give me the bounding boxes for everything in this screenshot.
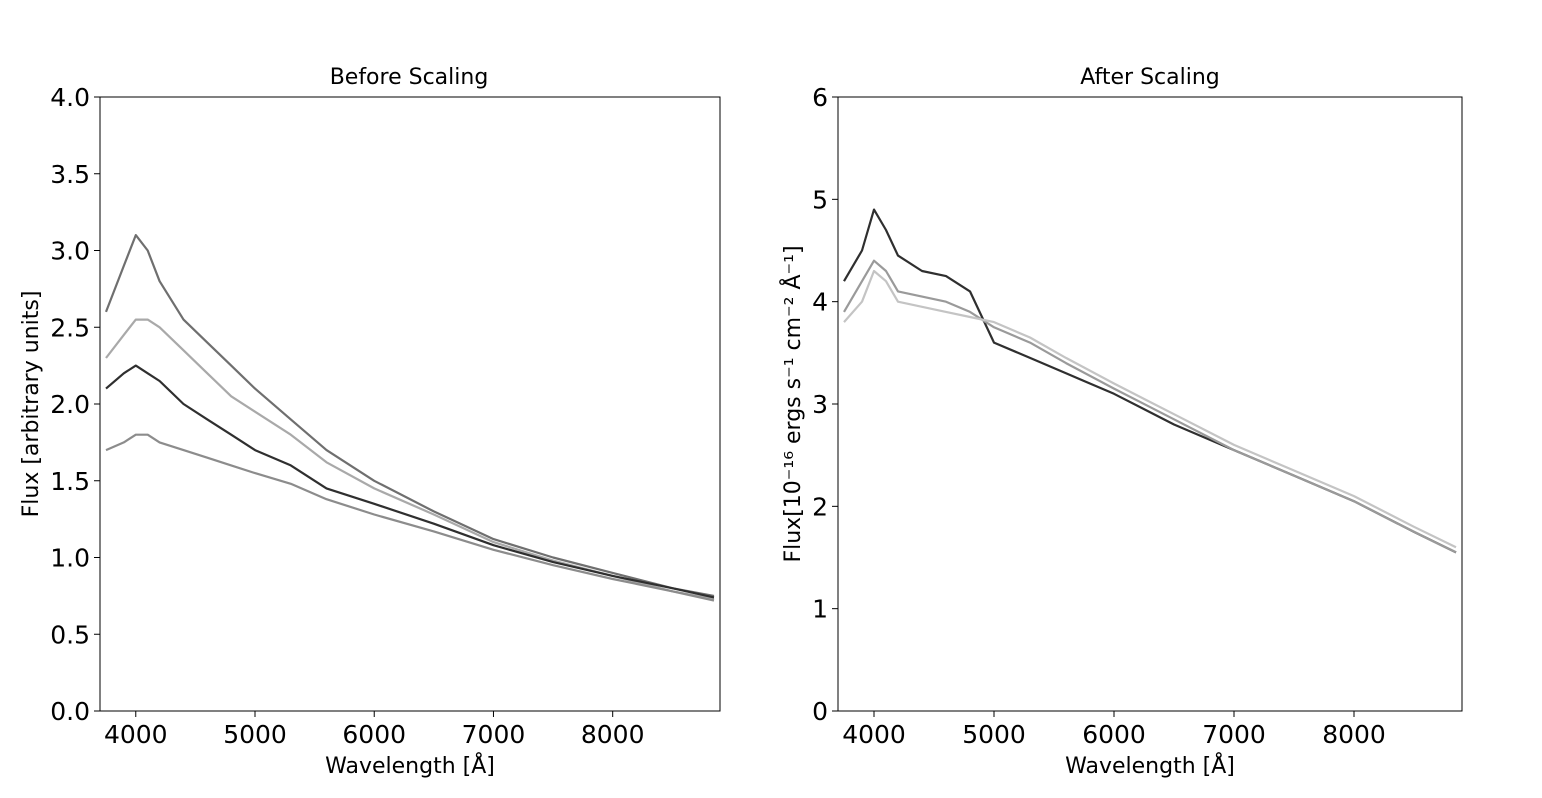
right-y-tick-label: 5	[812, 185, 828, 214]
right-y-tick-label: 4	[812, 288, 828, 317]
left-y-ticks: 0.0 0.5 1.0 1.5 2.0 2.5 3.0 3.5 4.0	[50, 83, 100, 726]
after-scaling-panel: After Scaling 4000 5000 6000 7000 8000 0 1 2 3 4…	[779, 65, 1463, 779]
right-x-ticks: 4000 5000 6000 7000 8000	[842, 711, 1386, 749]
right-x-tick-label: 7000	[1202, 720, 1266, 749]
right-chart-title: After Scaling	[1080, 65, 1220, 90]
left-y-tick-label: 0.0	[50, 697, 90, 726]
before-scaling-panel: Before Scaling 4000 5000 6000 7000 8000 0.00…	[19, 65, 721, 779]
left-y-tick-label: 2.5	[50, 313, 90, 342]
left-x-tick-label: 6000	[342, 720, 406, 749]
right-y-tick-label: 1	[812, 595, 828, 624]
left-y-axis-label: Flux [arbitrary units]	[19, 291, 44, 518]
right-y-tick-label: 0	[812, 697, 828, 726]
right-series-group	[843, 208, 1457, 554]
left-y-tick-label: 1.5	[50, 467, 90, 496]
right-x-axis-label: Wavelength [Å]	[1065, 752, 1235, 779]
left-series-line-2	[105, 364, 715, 599]
right-x-tick-label: 8000	[1322, 720, 1386, 749]
left-y-tick-label: 4.0	[50, 83, 90, 112]
left-y-tick-label: 3.5	[50, 160, 90, 189]
left-y-tick-label: 3.0	[50, 237, 90, 266]
left-x-tick-label: 8000	[581, 720, 645, 749]
left-x-tick-label: 4000	[104, 720, 168, 749]
right-y-tick-label: 6	[812, 83, 828, 112]
left-series-group	[104, 234, 715, 602]
right-series-line-2	[843, 269, 1457, 549]
left-y-tick-label: 0.5	[50, 620, 90, 649]
left-x-ticks: 4000 5000 6000 7000 8000	[104, 711, 645, 749]
right-x-tick-label: 6000	[1082, 720, 1146, 749]
left-plot-frame	[99, 96, 721, 712]
left-series-line-1	[105, 318, 715, 600]
left-x-axis-label: Wavelength [Å]	[325, 752, 495, 779]
left-chart-title: Before Scaling	[330, 65, 489, 90]
left-y-tick-label: 1.0	[50, 544, 90, 573]
right-y-ticks: 0 1 2 3 4 5 6	[812, 83, 838, 726]
right-y-tick-label: 3	[812, 390, 828, 419]
left-x-tick-label: 5000	[223, 720, 287, 749]
right-x-tick-label: 4000	[842, 720, 906, 749]
left-series-line-0	[104, 234, 715, 597]
right-plot-frame	[837, 96, 1463, 712]
right-x-tick-label: 5000	[962, 720, 1026, 749]
left-series-line-3	[105, 433, 715, 602]
right-y-axis-label: Flux[10⁻¹⁶ ergs s⁻¹ cm⁻² Å⁻¹]	[779, 245, 806, 562]
right-series-line-1	[843, 259, 1457, 554]
left-x-tick-label: 7000	[462, 720, 526, 749]
right-y-tick-label: 2	[812, 492, 828, 521]
left-y-tick-label: 2.0	[50, 390, 90, 419]
